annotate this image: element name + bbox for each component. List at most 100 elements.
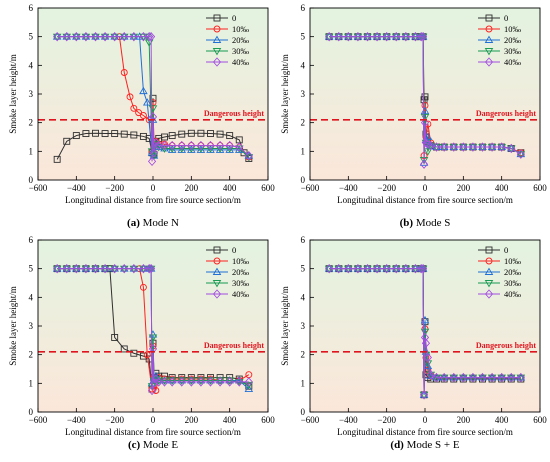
legend-marker	[484, 57, 494, 67]
legend-entry: 10‰	[206, 256, 250, 266]
data-point	[235, 377, 244, 387]
data-point	[391, 32, 401, 40]
data-point	[168, 377, 177, 387]
chart-panel-4: Dangerous height−600 −400 −200 0 200 400 60001…	[280, 235, 547, 451]
legend-label: 20‰	[504, 267, 522, 277]
data-point	[411, 263, 420, 274]
data-point	[168, 140, 177, 151]
legend-label: 10‰	[504, 256, 522, 266]
data-point	[72, 132, 80, 140]
data-point	[147, 156, 157, 167]
data-point	[154, 140, 163, 151]
legend-marker	[213, 246, 221, 254]
data-point	[91, 31, 100, 42]
data-point	[72, 31, 81, 42]
data-point	[516, 372, 525, 383]
x-tick-label: 200	[457, 183, 471, 193]
y-tick-label: 5	[301, 32, 306, 42]
data-point	[139, 263, 148, 274]
legend-entry: 40‰	[478, 57, 522, 67]
data-point	[62, 264, 72, 272]
data-point	[206, 377, 215, 387]
panel-caption: (c) Mode E	[128, 439, 178, 451]
y-tick-label: 5	[29, 264, 34, 274]
data-point	[196, 377, 206, 387]
data-point	[468, 144, 478, 152]
y-axis-label: Smoke layer height/m	[8, 54, 18, 133]
data-point	[111, 334, 119, 341]
legend-label: 30‰	[232, 46, 250, 56]
data-point	[81, 31, 91, 42]
data-point	[100, 31, 110, 42]
data-point	[478, 144, 487, 152]
data-point	[81, 263, 91, 274]
data-point	[353, 31, 363, 42]
data-point	[334, 263, 343, 274]
data-point	[62, 32, 72, 40]
data-point	[426, 370, 435, 380]
legend-entry: 0	[206, 13, 236, 23]
data-point	[468, 372, 478, 383]
data-point	[244, 377, 253, 387]
data-point	[62, 31, 71, 42]
data-point	[147, 385, 157, 396]
data-point	[419, 390, 429, 400]
y-axis-label: Smoke layer height/m	[280, 54, 290, 133]
data-point	[439, 144, 449, 152]
legend-marker	[484, 35, 494, 43]
data-point	[146, 263, 156, 274]
legend-label: 0	[504, 245, 508, 255]
legend-label: 30‰	[504, 278, 522, 288]
legend-marker	[212, 35, 222, 43]
data-point	[91, 32, 100, 40]
data-point	[392, 31, 401, 42]
y-tick-label: 3	[301, 89, 306, 99]
legend-entry: 0	[478, 13, 508, 23]
data-point	[363, 31, 372, 42]
data-point	[225, 377, 234, 387]
y-tick-label: 1	[29, 146, 34, 156]
legend-marker	[484, 48, 494, 56]
legend-entry: 40‰	[206, 57, 250, 67]
data-point	[149, 148, 159, 158]
data-point	[344, 263, 353, 274]
legend-entry: 20‰	[206, 267, 250, 277]
legend-label: 10‰	[504, 24, 522, 34]
data-point	[148, 112, 158, 122]
data-point	[129, 32, 139, 40]
legend-entry: 20‰	[478, 35, 522, 45]
x-tick-label: −600	[301, 183, 320, 193]
x-tick-label: −600	[29, 183, 48, 193]
y-tick-label: 4	[301, 292, 306, 302]
y-tick-label: 0	[29, 407, 34, 417]
data-point	[459, 144, 468, 152]
x-axis-label: Longitudinal distance from fire source s…	[65, 195, 241, 205]
data-point	[401, 264, 411, 272]
data-point	[129, 263, 138, 274]
data-point	[53, 31, 62, 42]
data-point	[382, 263, 391, 274]
x-tick-label: −200	[105, 415, 124, 425]
data-point	[382, 31, 391, 42]
legend-label: 10‰	[232, 256, 250, 266]
legend-marker	[213, 257, 221, 265]
data-point	[206, 140, 215, 151]
data-point	[215, 377, 225, 387]
y-tick-label: 0	[301, 407, 306, 417]
chart-panel-1: Dangerous height−600 −400 −200 0 200 400 60001…	[8, 3, 275, 229]
data-point	[160, 140, 169, 151]
chart-panel-2: Dangerous height−600 −400 −200 0 200 400 60001…	[280, 3, 547, 229]
data-point	[421, 138, 431, 148]
legend-label: 20‰	[504, 35, 522, 45]
panel-caption: (d) Mode S + E	[390, 439, 459, 451]
x-tick-label: 400	[495, 415, 509, 425]
data-point	[334, 32, 344, 40]
x-tick-label: 600	[533, 415, 547, 425]
legend-marker	[485, 246, 493, 254]
data-point	[420, 117, 430, 128]
legend-label: 30‰	[232, 278, 250, 288]
legend-label: 30‰	[504, 46, 522, 56]
legend-entry: 10‰	[478, 24, 522, 34]
data-point	[344, 32, 353, 40]
